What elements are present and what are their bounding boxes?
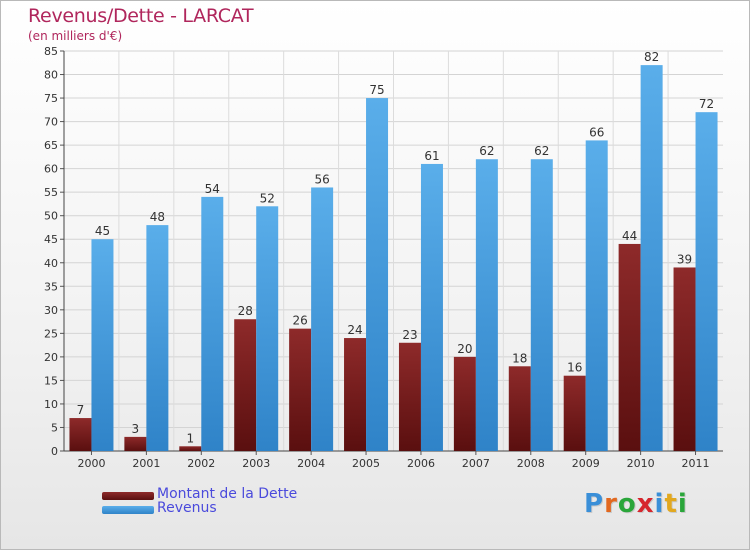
bar-dette <box>179 446 202 451</box>
x-tick-label: 2004 <box>297 457 325 470</box>
x-tick-label: 2000 <box>77 457 105 470</box>
logo-letter: r <box>604 489 618 519</box>
y-tick-label: 80 <box>44 69 58 82</box>
bar-dette <box>344 338 367 451</box>
x-tick-label: 2003 <box>242 457 270 470</box>
bar-revenus <box>366 98 389 451</box>
bars <box>69 65 718 452</box>
y-tick-label: 70 <box>44 116 58 129</box>
data-label: 52 <box>260 191 275 205</box>
y-tick-label: 30 <box>44 304 58 317</box>
proxiti-logo: Proxiti <box>584 489 688 519</box>
data-label: 18 <box>512 351 527 365</box>
y-tick-label: 5 <box>51 421 58 434</box>
data-label: 23 <box>402 328 417 342</box>
y-tick-label: 25 <box>44 327 58 340</box>
data-label: 24 <box>347 323 362 337</box>
data-label: 66 <box>589 125 604 139</box>
y-tick-label: 65 <box>44 139 58 152</box>
bar-revenus <box>146 225 169 451</box>
data-label: 45 <box>95 224 110 238</box>
y-tick-label: 75 <box>44 92 58 105</box>
bar-revenus <box>695 112 718 452</box>
bar-revenus <box>91 239 114 451</box>
bar-dette <box>563 375 586 451</box>
bar-dette <box>618 243 641 451</box>
logo-letter: x <box>636 489 655 519</box>
legend-swatch-revenus <box>102 506 154 514</box>
data-label: 75 <box>369 83 384 97</box>
bar-revenus <box>640 65 663 451</box>
data-label: 62 <box>479 144 494 158</box>
bar-revenus <box>475 159 498 451</box>
chart-subtitle: (en milliers d'€) <box>28 29 123 43</box>
x-tick-label: 2001 <box>132 457 160 470</box>
bar-dette <box>508 366 531 451</box>
data-label: 28 <box>238 304 253 318</box>
x-tick-label: 2008 <box>517 457 545 470</box>
logo-letter: i <box>677 489 688 519</box>
y-tick-label: 35 <box>44 280 58 293</box>
data-label: 3 <box>132 422 140 436</box>
legend-label-revenus: Revenus <box>157 500 217 516</box>
x-tick-label: 2005 <box>352 457 380 470</box>
y-tick-label: 10 <box>44 398 58 411</box>
y-tick-label: 85 <box>44 45 58 58</box>
logo-letter: P <box>584 489 605 519</box>
x-tick-label: 2007 <box>462 457 490 470</box>
data-label: 82 <box>644 50 659 64</box>
y-tick-label: 55 <box>44 186 58 199</box>
bar-revenus <box>256 206 279 451</box>
bar-dette <box>69 418 92 451</box>
bar-revenus <box>530 159 553 451</box>
bar-revenus <box>420 163 443 452</box>
x-tick-label: 2011 <box>682 457 710 470</box>
grid-lines <box>64 50 723 452</box>
data-label: 7 <box>77 403 85 417</box>
x-tick-label: 2009 <box>572 457 600 470</box>
data-label: 56 <box>314 172 329 186</box>
chart-title: Revenus/Dette - LARCAT <box>28 5 254 27</box>
axes: 0 5 10 15 20 25 30 35 40 45 50 55 60 65 70 75 80 85 2000 20… <box>44 45 723 470</box>
x-tick-label: 2010 <box>627 457 655 470</box>
y-tick-label: 15 <box>44 374 58 387</box>
data-label: 44 <box>622 229 637 243</box>
bar-dette <box>398 342 421 451</box>
logo-letter: o <box>617 489 637 519</box>
data-label: 1 <box>186 431 194 445</box>
bar-dette <box>453 356 476 451</box>
bar-dette <box>289 328 312 451</box>
bar-dette <box>673 267 696 451</box>
y-tick-label: 50 <box>44 210 58 223</box>
data-label: 62 <box>534 144 549 158</box>
x-tick-label: 2002 <box>187 457 215 470</box>
data-label: 39 <box>677 252 692 266</box>
logo-letter: i <box>654 489 665 519</box>
bar-dette <box>234 319 257 451</box>
x-tick-label: 2006 <box>407 457 435 470</box>
data-label: 61 <box>424 149 439 163</box>
data-label: 20 <box>457 342 472 356</box>
bar-revenus <box>311 187 334 451</box>
data-label: 16 <box>567 361 582 375</box>
legend-swatch-debt <box>102 492 154 500</box>
bar-revenus <box>201 196 224 451</box>
data-labels: 7 45 3 48 1 54 28 52 26 56 24 75 23 61 20 62 18 62 16 66 44 8… <box>77 50 715 445</box>
legend-label-debt: Montant de la Dette <box>157 486 298 502</box>
y-tick-label: 0 <box>51 445 58 458</box>
y-tick-label: 40 <box>44 257 58 270</box>
data-label: 54 <box>205 182 220 196</box>
y-tick-label: 60 <box>44 163 58 176</box>
data-label: 48 <box>150 210 165 224</box>
bar-revenus <box>585 140 608 452</box>
data-label: 26 <box>292 314 307 328</box>
data-label: 72 <box>699 97 714 111</box>
y-tick-label: 20 <box>44 351 58 364</box>
bar-dette <box>124 436 147 451</box>
logo-letter: t <box>664 489 678 519</box>
y-tick-label: 45 <box>44 233 58 246</box>
